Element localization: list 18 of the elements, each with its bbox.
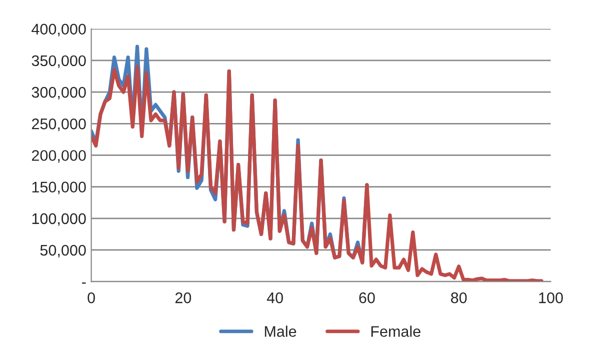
x-tick-label: 60 <box>359 292 375 304</box>
x-tick-label: 40 <box>266 292 283 304</box>
x-tick-label: 100 <box>539 292 563 304</box>
y-tick-label: 350,000 <box>32 55 86 68</box>
x-tick-label: 80 <box>451 292 467 304</box>
y-tick-label: 300,000 <box>32 86 86 100</box>
y-tick-label: 50,000 <box>40 244 86 258</box>
y-tick-label: - <box>82 282 86 284</box>
y-tick-label: 250,000 <box>32 118 86 132</box>
x-tick-label: 20 <box>175 292 192 304</box>
line-series <box>91 64 544 282</box>
y-tick-label: 100,000 <box>32 213 86 226</box>
legend-label: Male <box>264 326 296 337</box>
x-tick-label: 0 <box>88 292 95 304</box>
y-tick-label: 150,000 <box>32 182 86 194</box>
legend-label: Female <box>371 326 420 337</box>
y-tick-label: 200,000 <box>32 150 86 163</box>
y-tick-label: 400,000 <box>32 24 86 36</box>
